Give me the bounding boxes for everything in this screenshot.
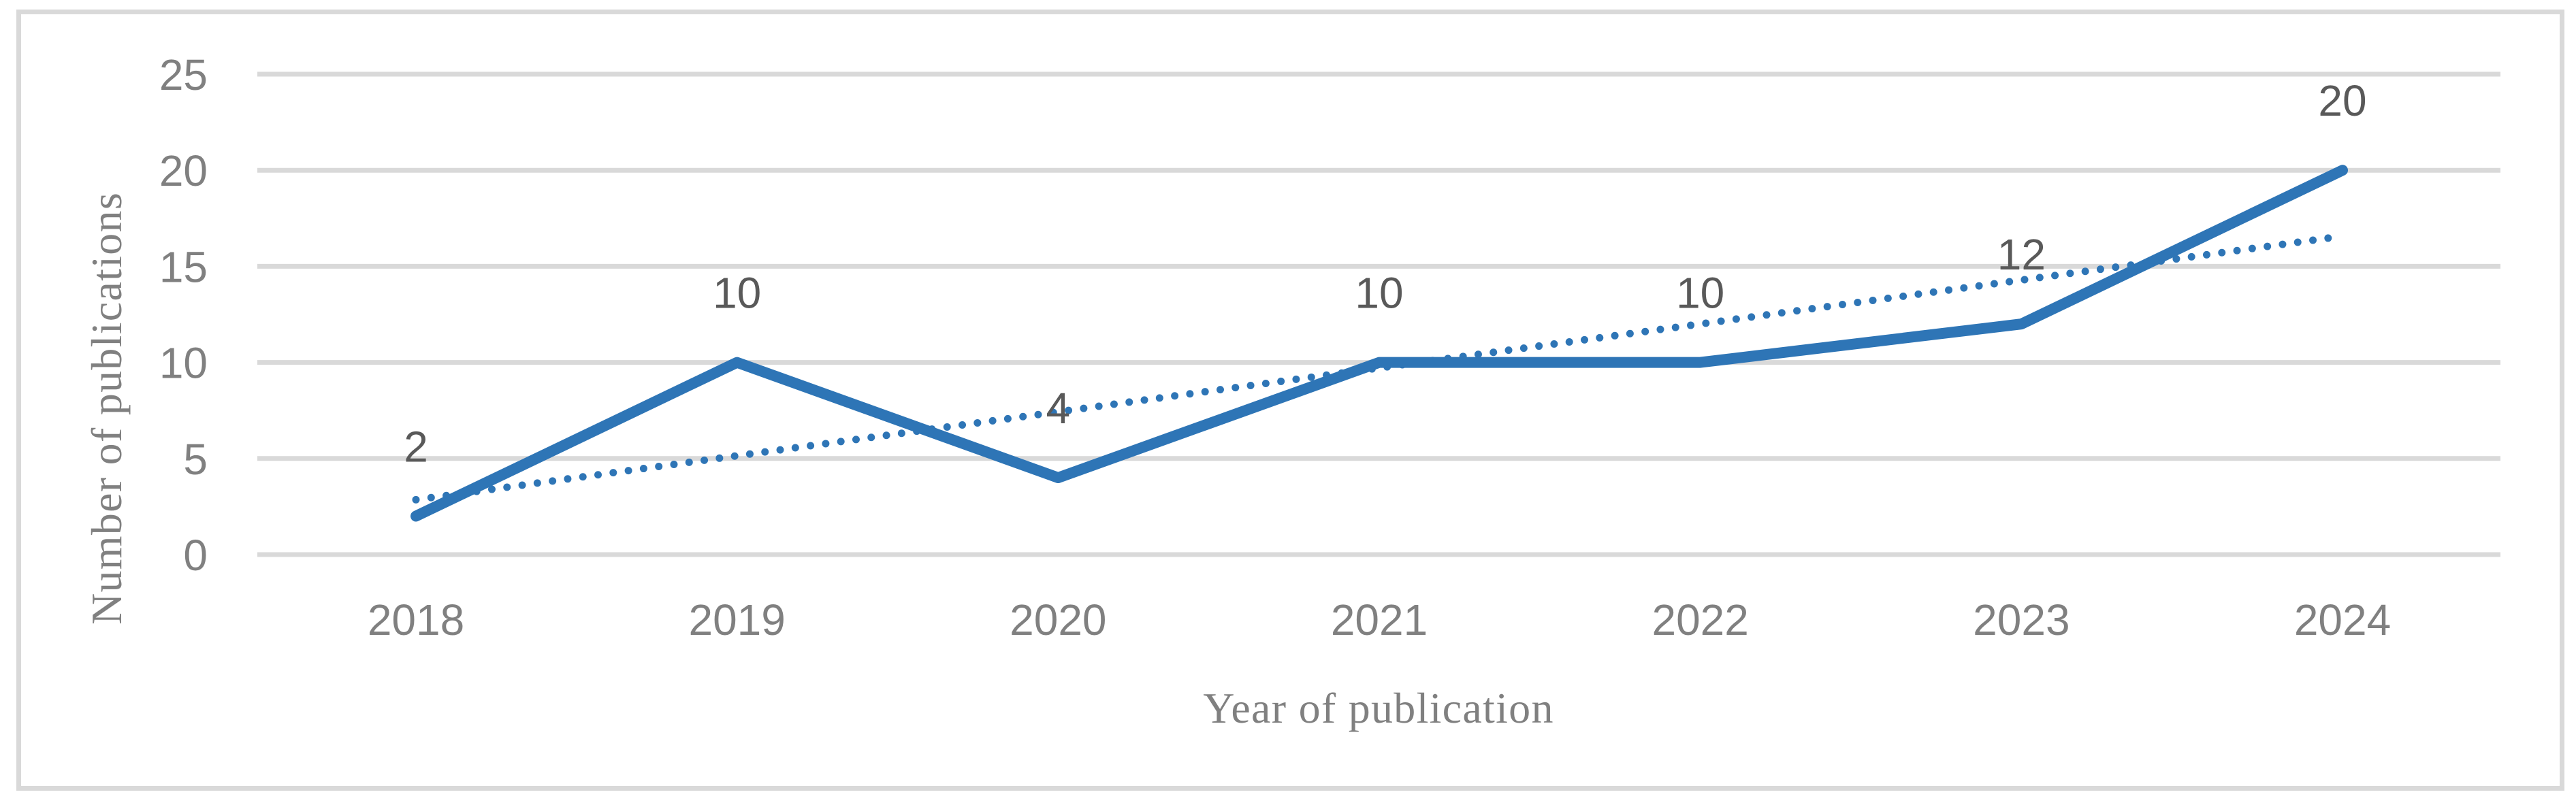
- data-label-2021: 10: [1355, 269, 1403, 318]
- series-line: [410, 165, 2349, 522]
- x-tick-label-2021: 2021: [1331, 595, 1428, 644]
- y-tick-label-20: 20: [159, 146, 208, 195]
- data-label-2018: 2: [404, 423, 428, 472]
- y-axis-title: Number of publications: [82, 192, 131, 625]
- x-tick-label-2022: 2022: [1652, 595, 1748, 644]
- trendline: [412, 232, 2347, 504]
- y-tick-label-25: 25: [159, 50, 208, 99]
- y-tick-label-5: 5: [183, 435, 208, 484]
- data-label-2022: 10: [1676, 269, 1724, 318]
- x-tick-label-2020: 2020: [1010, 595, 1106, 644]
- x-tick-label-2024: 2024: [2294, 595, 2391, 644]
- data-label-2023: 12: [1997, 230, 2046, 279]
- data-label-2019: 10: [713, 269, 761, 318]
- y-tick-label-10: 10: [159, 339, 208, 388]
- data-labels: 2 10 4 10 10 12 20: [404, 76, 2366, 471]
- x-tick-label-2019: 2019: [688, 595, 785, 644]
- data-label-2024: 20: [2318, 76, 2366, 125]
- y-axis-tick-labels: 0 5 10 15 20 25: [159, 50, 208, 580]
- data-series-line: [410, 165, 2349, 522]
- x-axis-tick-labels: 2018 2019 2020 2021 2022 2023 2024: [368, 595, 2391, 644]
- trendline-dotted: [412, 232, 2347, 504]
- y-tick-label-15: 15: [159, 242, 208, 291]
- x-tick-label-2018: 2018: [368, 595, 464, 644]
- x-tick-label-2023: 2023: [1973, 595, 2070, 644]
- x-axis-title: Year of publication: [1203, 684, 1554, 732]
- data-label-2020: 4: [1046, 384, 1071, 433]
- chart-border: [16, 10, 2564, 791]
- y-tick-label-0: 0: [183, 531, 208, 580]
